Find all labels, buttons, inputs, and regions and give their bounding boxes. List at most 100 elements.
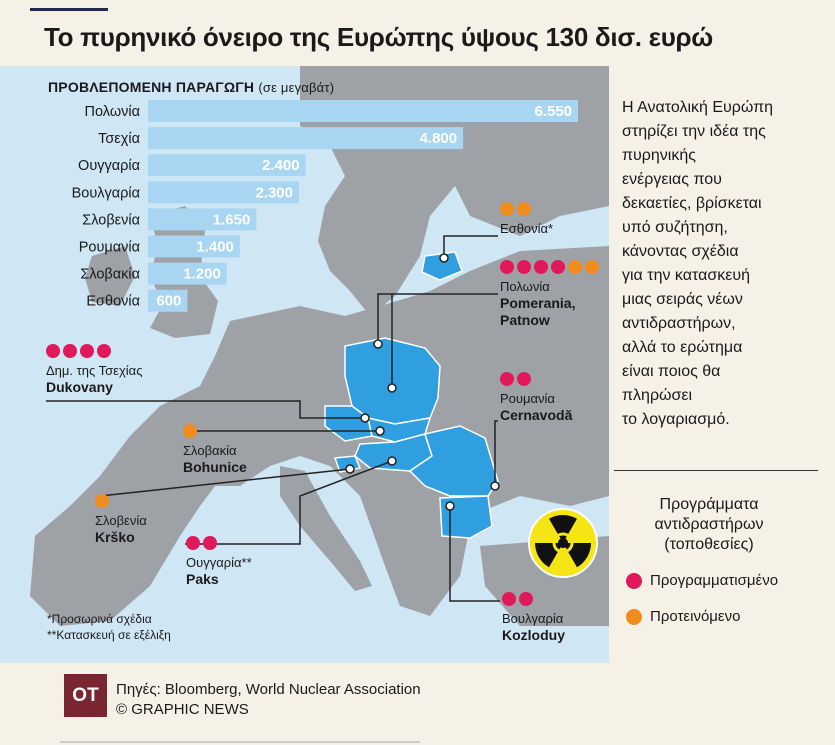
callout-leader-lines: [46, 235, 500, 602]
ireland-landmass: [85, 246, 135, 306]
proposed-dot-icon: [585, 260, 599, 274]
marker-dukovany: [360, 413, 370, 423]
callout-estonia: Εσθονία*: [500, 202, 553, 237]
side-text-line: πυρηνικής: [622, 147, 696, 164]
planned-dot-icon: [551, 260, 565, 274]
side-text-line: αντιδραστήρων,: [622, 315, 736, 332]
category-label: Βουλγαρία: [72, 185, 140, 201]
category-label: Πολωνία: [85, 104, 140, 120]
category-label: Τσεχία: [98, 131, 140, 147]
callout-plant: Bohunice: [183, 459, 247, 475]
category-label: Εσθονία: [86, 294, 140, 310]
bar: [148, 289, 188, 312]
bottom-rule: [60, 741, 420, 743]
value-label: 4.800: [420, 130, 458, 147]
proposed-dot-icon: [626, 608, 642, 625]
planned-dot-icon: [97, 344, 111, 358]
planned-dot-icon: [203, 536, 217, 550]
planned-dot-icon: [517, 260, 531, 274]
callout-country: Βουλγαρία: [502, 611, 564, 626]
side-text-line: είναι ποιος θα: [622, 363, 721, 380]
callout-country: Πολωνία: [500, 279, 550, 294]
europe-map-panel: ΠΡΟΒΛΕΠΟΜΕΝΗ ΠΑΡΑΓΩΓΗ (σε μεγαβάτ) Πολων…: [0, 66, 609, 663]
callout-plant: Kozloduy: [502, 627, 565, 643]
dots-bulgaria: [502, 592, 565, 607]
source-credit: Πηγές: Bloomberg, World Nuclear Associat…: [116, 680, 421, 720]
leader-slovenia: [99, 468, 351, 497]
romania-shape: [408, 425, 499, 497]
callout-plant: Cernavodă: [500, 407, 573, 423]
planned-dot-icon: [534, 260, 548, 274]
bar: [148, 127, 464, 150]
bar: [148, 235, 240, 258]
side-text-line: το λογαριασμό.: [622, 411, 730, 428]
bar: [148, 208, 257, 231]
callout-country: Δημ. της Τσεχίας: [46, 363, 143, 378]
leader-estonia: [443, 235, 498, 256]
legend-item-proposed: Προτεινόμενο: [626, 608, 740, 625]
side-text-line: υπό συζήτηση,: [622, 219, 728, 236]
planned-dot-icon: [517, 372, 531, 386]
leader-romania: [494, 420, 498, 486]
planned-dot-icon: [63, 344, 77, 358]
chart-header: ΠΡΟΒΛΕΠΟΜΕΝΗ ΠΑΡΑΓΩΓΗ (σε μεγαβάτ): [48, 79, 334, 95]
callout-poland: Πολωνία Pomerania, Patnow: [500, 260, 599, 329]
callout-plant: Patnow: [500, 312, 550, 328]
value-label: 6.550: [534, 103, 572, 120]
radiation-icon: [528, 508, 598, 578]
marker-pomerania: [373, 339, 383, 349]
legend-planned-label: Προγραμματισμένο: [650, 572, 779, 589]
category-label: Ρουμανία: [79, 240, 140, 256]
planned-dot-icon: [519, 592, 533, 606]
dots-czechia: [46, 344, 142, 359]
callout-plant: Paks: [186, 571, 219, 587]
top-accent-line: [30, 8, 108, 11]
side-text-line: στηρίζει την ιδέα της: [622, 123, 766, 140]
sources-text: Πηγές: Bloomberg, World Nuclear Associat…: [116, 681, 421, 698]
marker-krsko: [345, 464, 355, 474]
value-label: 600: [156, 293, 181, 310]
legend-item-planned: Προγραμματισμένο: [626, 572, 778, 589]
chart-unit: (σε μεγαβάτ): [258, 80, 335, 95]
marker-cernavoda: [490, 481, 500, 491]
planned-dot-icon: [186, 536, 200, 550]
proposed-dot-icon: [95, 494, 109, 508]
leader-poland-pomerania: [377, 293, 498, 341]
leader-hungary: [185, 460, 393, 545]
legend-title-line: (τοποθεσίες): [664, 536, 754, 553]
value-label: 2.300: [255, 184, 293, 201]
continent-landmass: [30, 246, 609, 626]
brand-logo: ΟΤ: [64, 674, 107, 717]
plant-markers: [345, 253, 500, 511]
planned-dot-icon: [502, 592, 516, 606]
footnote-provisional: *Προσωρινά σχέδια: [47, 612, 152, 626]
side-text-line: Η Ανατολική Ευρώπη: [622, 99, 774, 116]
legend-divider: [614, 470, 818, 471]
proposed-dot-icon: [568, 260, 582, 274]
dots-poland: [500, 260, 599, 275]
marker-kozloduy: [445, 501, 455, 511]
value-label: 2.400: [262, 157, 300, 174]
side-text: Η Ανατολική Ευρώπη στηρίζει την ιδέα της…: [622, 96, 832, 432]
side-text-line: για την κατασκευή: [622, 267, 750, 284]
bar: [148, 154, 306, 177]
planned-dot-icon: [80, 344, 94, 358]
page-title: Το πυρηνικό όνειρο της Ευρώπης ύψους 130…: [44, 22, 713, 52]
callout-bulgaria: Βουλγαρία Kozloduy: [502, 592, 565, 644]
proposed-dot-icon: [517, 202, 531, 216]
marker-paks: [387, 456, 397, 466]
side-text-line: δεκαετίες, βρίσκεται: [622, 195, 762, 212]
planned-dot-icon: [500, 372, 514, 386]
dots-hungary: [186, 536, 252, 551]
side-text-line: αλλά το ερώτημα: [622, 339, 743, 356]
callout-country: Ουγγαρία**: [186, 555, 252, 570]
planned-dot-icon: [46, 344, 60, 358]
dots-slovenia: [95, 494, 147, 509]
callout-slovenia: Σλοβενία Krško: [95, 494, 147, 546]
legend-title: Προγράμματα αντιδραστήρων (τοποθεσίες): [614, 495, 804, 555]
callout-country: Σλοβενία: [95, 513, 147, 528]
callout-plant: Krško: [95, 529, 135, 545]
proposed-dot-icon: [183, 424, 197, 438]
callout-hungary: Ουγγαρία** Paks: [186, 536, 252, 588]
value-label: 1.200: [183, 266, 221, 283]
